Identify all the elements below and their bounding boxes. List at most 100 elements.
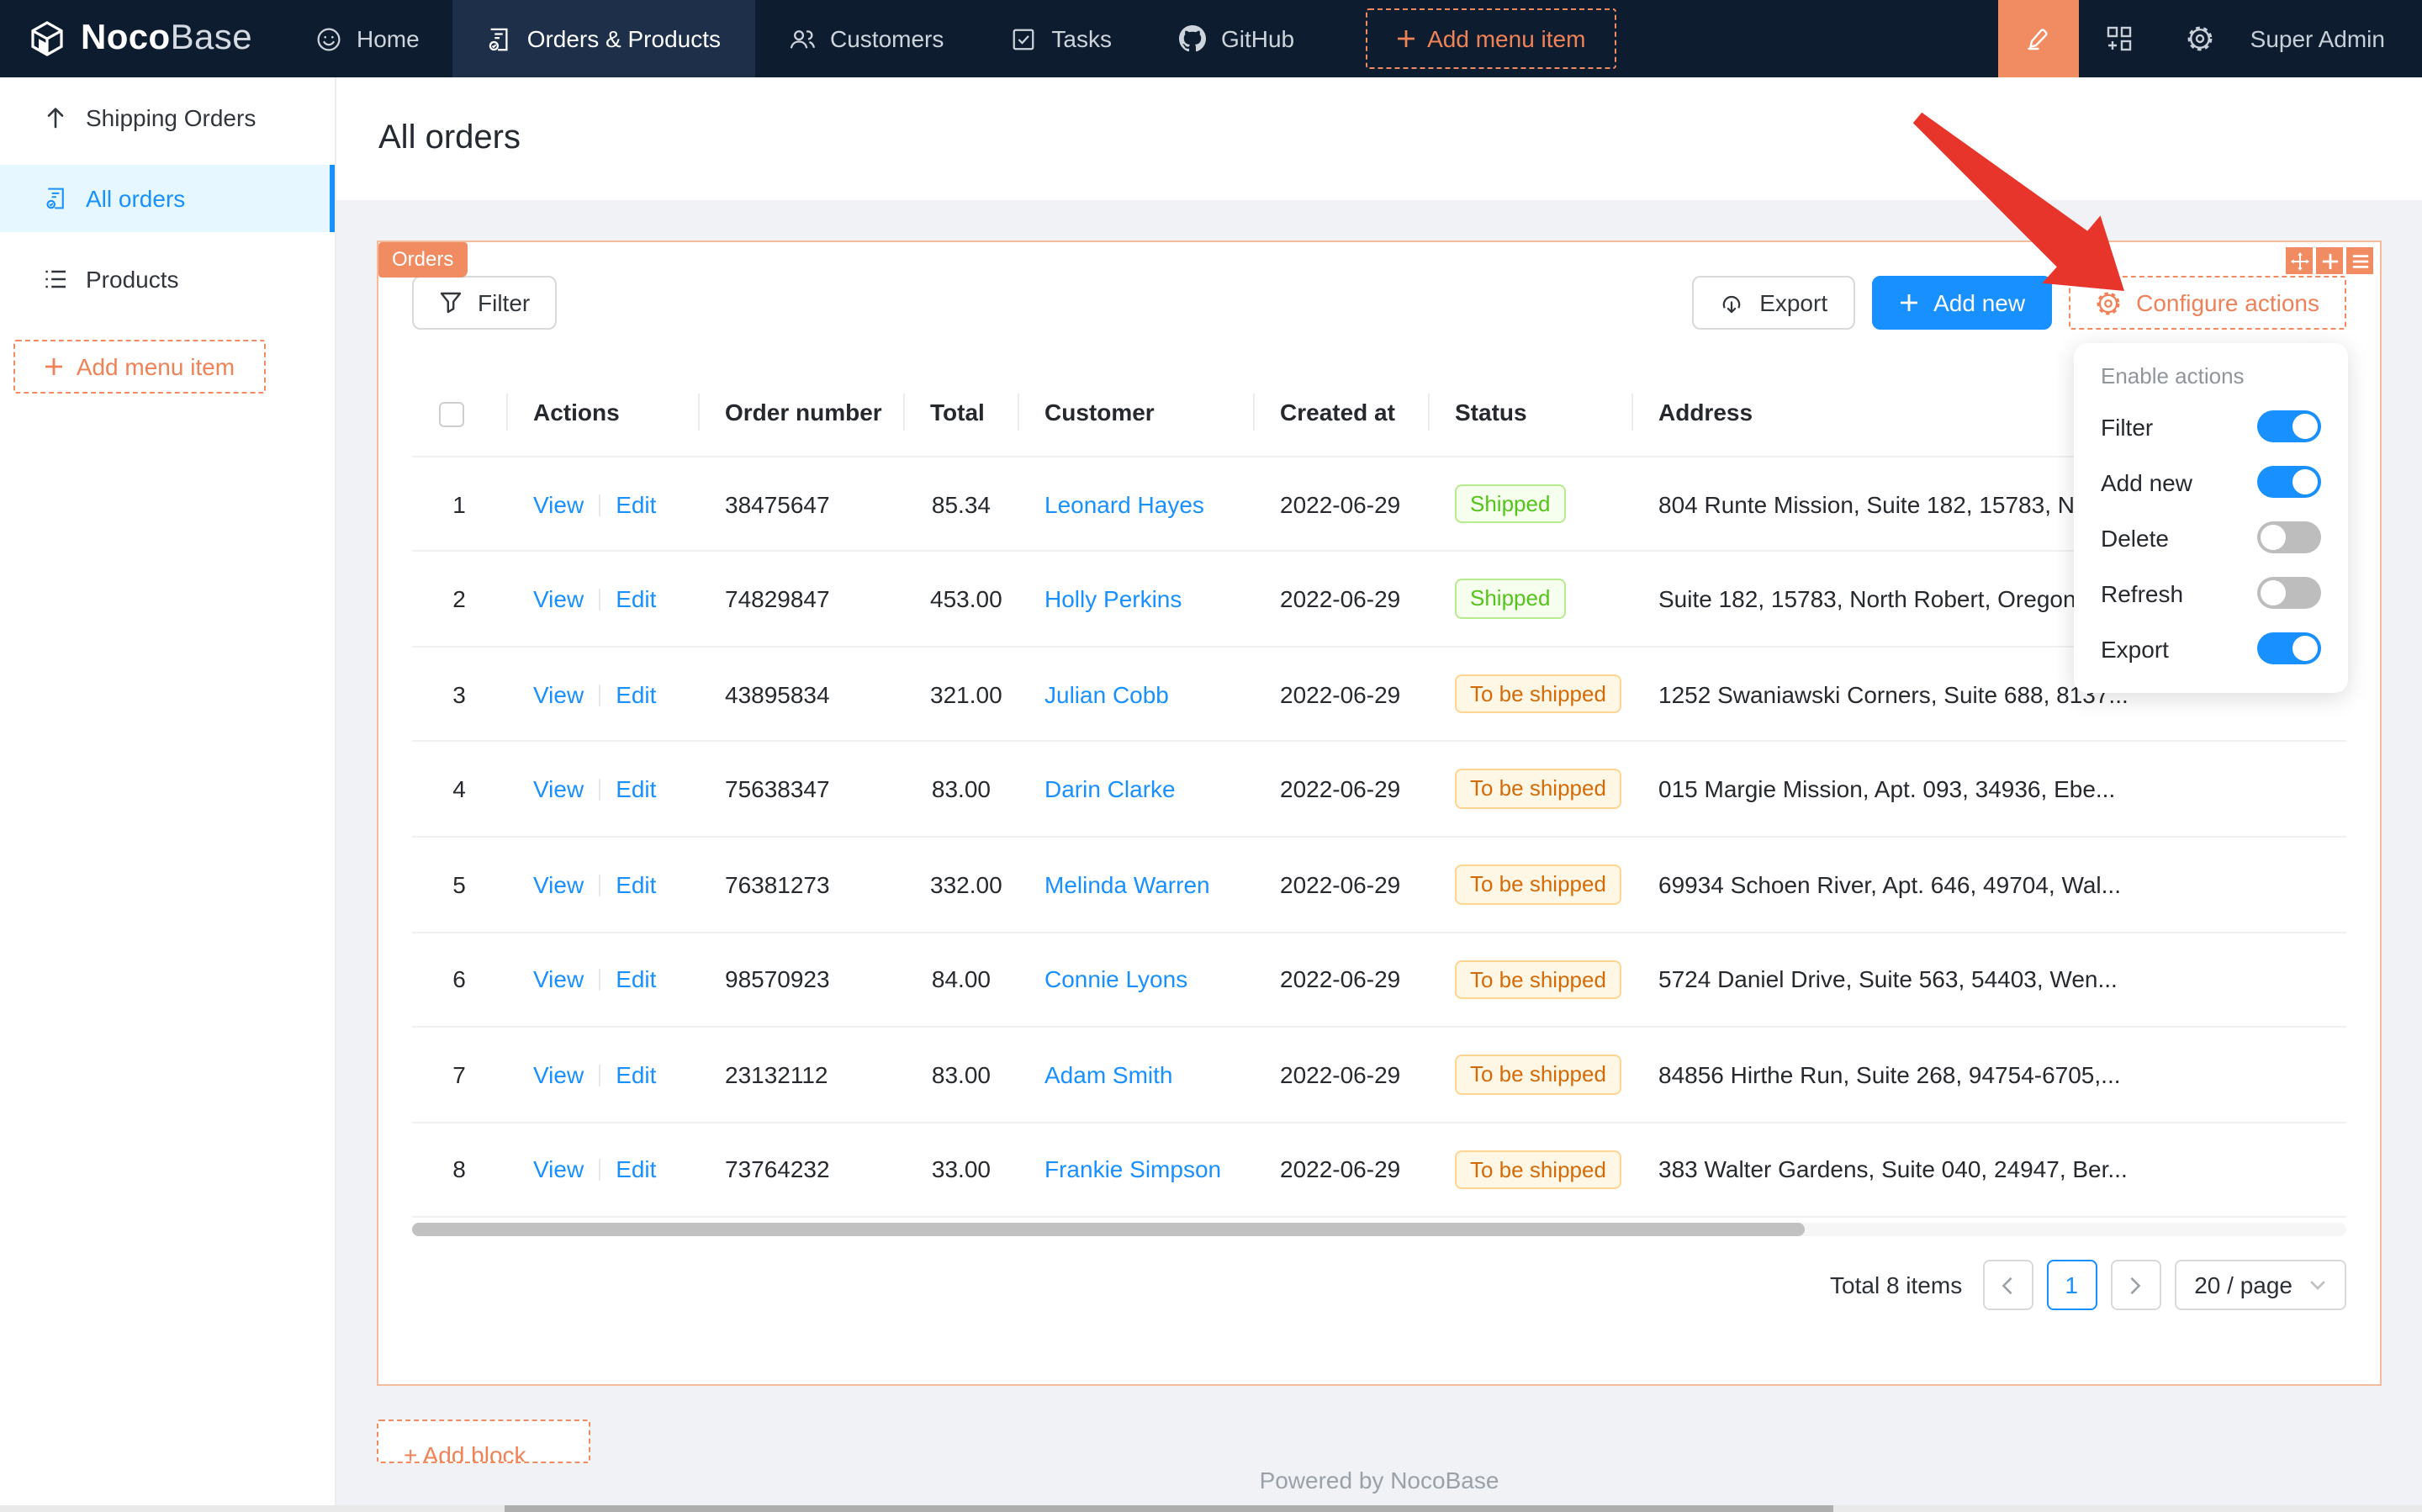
configure-actions-button[interactable]: Configure actions xyxy=(2069,276,2346,330)
edit-link[interactable]: Edit xyxy=(616,870,657,898)
row-index[interactable]: 2 xyxy=(412,551,506,648)
view-link[interactable]: View xyxy=(533,680,584,708)
navbar-add-menu-item-button[interactable]: Add menu item xyxy=(1365,8,1616,69)
customer-link[interactable]: Connie Lyons xyxy=(1044,965,1188,993)
nav-item-label: Orders & Products xyxy=(526,25,721,52)
arrow-up-icon xyxy=(44,106,67,130)
page-title: All orders xyxy=(378,119,521,156)
row-index[interactable]: 7 xyxy=(412,1027,506,1123)
dropdown-item-export: Export xyxy=(2101,621,2321,676)
column-header-created-at[interactable]: Created at xyxy=(1253,370,1428,457)
export-toggle[interactable] xyxy=(2257,632,2321,664)
edit-link[interactable]: Edit xyxy=(616,585,657,613)
page-1-button[interactable]: 1 xyxy=(2046,1260,2097,1311)
row-actions: View Edit xyxy=(506,1122,698,1219)
edit-link[interactable]: Edit xyxy=(616,775,657,803)
status-badge: To be shipped xyxy=(1455,960,1621,1000)
address-cell: 84856 Hirthe Run, Suite 268, 94754-6705,… xyxy=(1631,1027,2346,1123)
filter-toggle[interactable] xyxy=(2257,410,2321,442)
add-new-button[interactable]: Add new xyxy=(1871,276,2053,330)
status-cell: To be shipped xyxy=(1428,646,1631,743)
delete-toggle[interactable] xyxy=(2257,521,2321,553)
edit-link[interactable]: Edit xyxy=(616,490,657,518)
team-icon xyxy=(788,26,815,51)
nav-item-orders-products[interactable]: Orders & Products xyxy=(452,0,754,77)
edit-link[interactable]: Edit xyxy=(616,1060,657,1088)
page-horizontal-scrollbar[interactable] xyxy=(0,1505,2422,1512)
view-link[interactable]: View xyxy=(533,1060,584,1088)
edit-link[interactable]: Edit xyxy=(616,965,657,993)
edit-link[interactable]: Edit xyxy=(616,680,657,708)
divider xyxy=(599,874,601,896)
column-header-actions[interactable]: Actions xyxy=(506,370,698,457)
view-link[interactable]: View xyxy=(533,965,584,993)
nocobase-logo[interactable]: NocoBase xyxy=(0,0,283,77)
main-menu: Home Orders & Products C xyxy=(283,0,1616,77)
view-link[interactable]: View xyxy=(533,585,584,613)
refresh-toggle[interactable] xyxy=(2257,577,2321,609)
plus-icon xyxy=(45,357,65,377)
row-index[interactable]: 8 xyxy=(412,1122,506,1219)
drag-handle-icon[interactable] xyxy=(2286,247,2313,274)
sidebar-item-shipping-orders[interactable]: Shipping Orders xyxy=(0,84,335,151)
next-page-button[interactable] xyxy=(2110,1260,2161,1311)
customer-link[interactable]: Adam Smith xyxy=(1044,1060,1173,1088)
sidebar-item-products[interactable]: Products xyxy=(0,246,335,313)
sidebar-item-all-orders[interactable]: All orders xyxy=(0,165,335,232)
previous-page-button[interactable] xyxy=(1982,1260,2033,1311)
status-badge: To be shipped xyxy=(1455,1055,1621,1095)
add-new-toggle[interactable] xyxy=(2257,466,2321,498)
customer-link[interactable]: Melinda Warren xyxy=(1044,870,1210,898)
column-header-customer[interactable]: Customer xyxy=(1018,370,1253,457)
customer-link[interactable]: Darin Clarke xyxy=(1044,775,1176,803)
status-cell: To be shipped xyxy=(1428,932,1631,1028)
edit-link[interactable]: Edit xyxy=(616,1155,657,1183)
sidebar-add-menu-item-button[interactable]: Add menu item xyxy=(13,340,266,394)
row-index[interactable]: 5 xyxy=(412,836,506,933)
row-index[interactable]: 6 xyxy=(412,932,506,1028)
brand-bold: Noco xyxy=(81,19,171,57)
user-name: Super Admin xyxy=(2250,25,2385,52)
status-cell: To be shipped xyxy=(1428,836,1631,933)
order-number-cell: 74829847 xyxy=(698,551,903,648)
scrollbar-thumb[interactable] xyxy=(412,1223,1805,1237)
add-block-button[interactable]: + Add block xyxy=(377,1419,590,1464)
sidebar: Shipping Orders All orders xyxy=(0,77,336,1512)
nav-item-github[interactable]: GitHub xyxy=(1145,0,1328,77)
view-link[interactable]: View xyxy=(533,490,584,518)
nav-item-tasks[interactable]: Tasks xyxy=(977,0,1145,77)
nav-item-customers[interactable]: Customers xyxy=(754,0,977,77)
page-size-select[interactable]: 20 / page xyxy=(2174,1260,2346,1311)
customer-link[interactable]: Leonard Hayes xyxy=(1044,490,1204,518)
view-link[interactable]: View xyxy=(533,870,584,898)
plugin-manager-button[interactable] xyxy=(2079,0,2160,77)
select-all-checkbox[interactable] xyxy=(439,401,464,427)
user-menu[interactable]: Super Admin xyxy=(2240,0,2422,77)
order-number-cell: 23132112 xyxy=(698,1027,903,1123)
add-block-icon[interactable] xyxy=(2316,247,2343,274)
ui-editor-button[interactable] xyxy=(1997,0,2079,77)
view-link[interactable]: View xyxy=(533,775,584,803)
status-badge: Shipped xyxy=(1455,579,1566,619)
row-actions: View Edit xyxy=(506,741,698,838)
customer-link[interactable]: Holly Perkins xyxy=(1044,585,1182,613)
block-menu-icon[interactable] xyxy=(2346,247,2373,274)
status-cell: To be shipped xyxy=(1428,1122,1631,1219)
row-index[interactable]: 3 xyxy=(412,646,506,743)
filter-button[interactable]: Filter xyxy=(412,276,558,330)
row-actions: View Edit xyxy=(506,932,698,1028)
page-scrollbar-thumb[interactable] xyxy=(505,1505,1833,1512)
row-index[interactable]: 4 xyxy=(412,741,506,838)
view-link[interactable]: View xyxy=(533,1155,584,1183)
customer-link[interactable]: Frankie Simpson xyxy=(1044,1155,1222,1183)
column-header-total[interactable]: Total xyxy=(903,370,1018,457)
table-horizontal-scrollbar xyxy=(412,1223,2346,1237)
column-header-status[interactable]: Status xyxy=(1428,370,1631,457)
page-header: All orders xyxy=(336,77,2422,200)
export-button[interactable]: Export xyxy=(1692,276,1855,330)
settings-button[interactable] xyxy=(2160,0,2240,77)
nav-item-home[interactable]: Home xyxy=(283,0,453,77)
row-index[interactable]: 1 xyxy=(412,456,506,552)
customer-link[interactable]: Julian Cobb xyxy=(1044,680,1169,708)
column-header-order-number[interactable]: Order number xyxy=(698,370,903,457)
